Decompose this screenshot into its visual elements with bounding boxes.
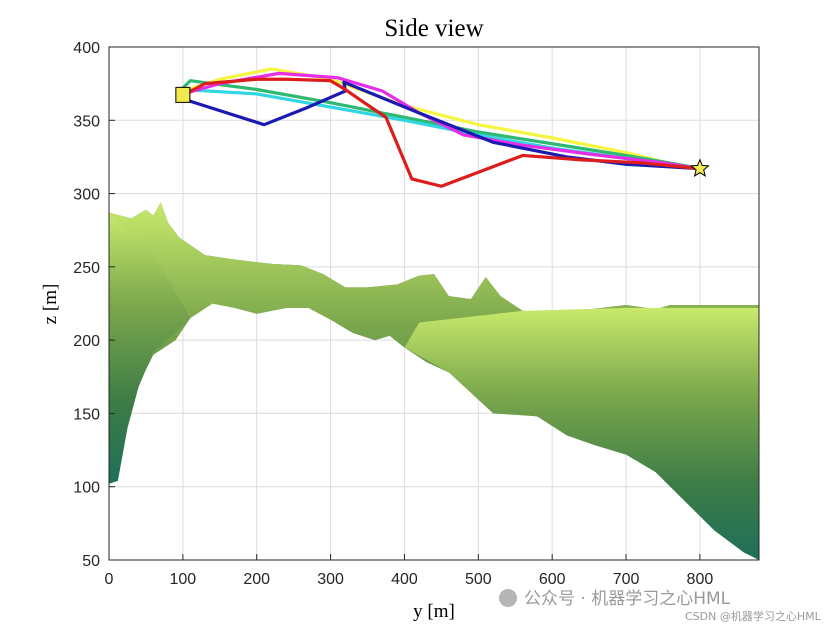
watermark-source: CSDN @机器学习之心HML [685, 609, 822, 623]
y-tick-label: 150 [73, 406, 100, 423]
x-tick-label: 300 [317, 571, 344, 588]
x-axis-label: y [m] [413, 601, 455, 622]
x-tick-label: 800 [687, 571, 714, 588]
axes: 0 100 200 300 400 500 600 700 800 50 100 150 200 250 3… [73, 40, 713, 588]
x-tick-label: 500 [465, 571, 492, 588]
x-tick-label: 0 [105, 571, 114, 588]
terrain-right-face [404, 307, 759, 560]
terrain-left-face [109, 212, 191, 484]
y-axis-label: z [m] [40, 284, 61, 325]
watermark: 公众号 · 机器学习之心HML CSDN @机器学习之心HML [499, 589, 822, 623]
x-tick-label: 200 [243, 571, 270, 588]
x-tick-label: 700 [613, 571, 640, 588]
start-marker [175, 86, 191, 103]
y-tick-label: 300 [73, 187, 100, 204]
y-tick-label: 100 [73, 480, 100, 497]
x-tick-label: 600 [539, 571, 566, 588]
chart-title: Side view [384, 15, 483, 42]
y-tick-label: 400 [73, 40, 100, 57]
x-tick-label: 400 [391, 571, 418, 588]
watermark-channel: 公众号 · 机器学习之心HML [524, 589, 731, 609]
y-tick-label: 350 [73, 113, 100, 130]
wechat-icon [499, 589, 517, 607]
x-tick-label: 100 [170, 571, 197, 588]
y-tick-label: 200 [73, 333, 100, 350]
terrain-group [109, 202, 759, 560]
goal-marker [690, 158, 710, 178]
plot-frame [108, 46, 760, 561]
y-tick-label: 50 [82, 553, 100, 570]
y-tick-label: 250 [73, 260, 100, 277]
flight-path-6 [181, 77, 702, 188]
flight-paths [175, 67, 710, 188]
terrain-surface [109, 202, 759, 558]
